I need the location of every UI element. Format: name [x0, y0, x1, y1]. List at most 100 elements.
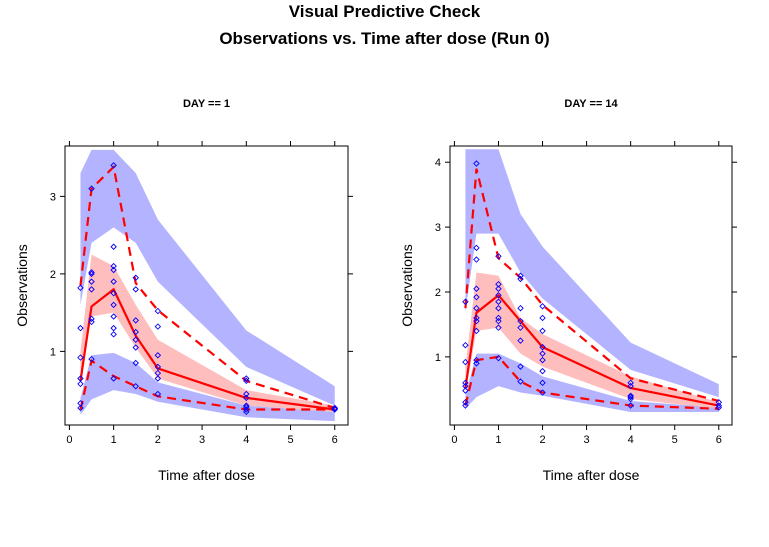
panel-2: 0 1 2 3 4 5 6 1 2 3 4 DAY == 14 Time after dose Obser…	[399, 98, 737, 483]
observation-point	[473, 317, 480, 325]
observation-point	[473, 304, 480, 312]
observation-point	[539, 356, 546, 364]
observation-point	[77, 284, 84, 292]
observation-point	[462, 298, 469, 305]
x-tick-label: 2	[155, 434, 161, 446]
observation-point	[539, 343, 546, 351]
observation-point	[77, 380, 84, 388]
observation-point	[88, 185, 95, 192]
y-tick-label: 4	[435, 157, 441, 169]
panel-1: 0 1 2 3 4 5 6 1 2 3 DAY == 1 Time after dose Observa…	[14, 98, 353, 483]
observation-point	[110, 278, 117, 285]
observation-point	[77, 324, 84, 332]
observation-point	[243, 390, 250, 398]
observation-point	[154, 352, 162, 359]
panel-plot-region	[462, 149, 723, 413]
observation-point	[154, 307, 162, 315]
obs-median-line	[79, 287, 335, 411]
observation-point	[517, 337, 524, 344]
figure-title: Visual Predictive Check	[288, 2, 481, 21]
observation-point	[473, 314, 480, 322]
observation-point	[132, 328, 139, 336]
observation-point	[627, 402, 634, 409]
observation-point	[495, 324, 502, 331]
y-tick-label: 1	[435, 352, 441, 364]
observation-point	[517, 378, 524, 385]
observation-point	[331, 405, 338, 412]
y-tick-label: 3	[435, 222, 441, 234]
panel-strip-label: DAY == 1	[183, 98, 230, 110]
observation-point	[517, 324, 524, 331]
x-tick-label: 0	[451, 434, 457, 446]
pi-lower-band	[80, 352, 335, 422]
obs-p95-line	[464, 168, 720, 403]
observation-point	[154, 363, 162, 371]
observation-point	[517, 304, 524, 312]
x-axis-title: Time after dose	[158, 467, 255, 483]
y-axis-title: Observations	[399, 244, 415, 326]
observation-point	[110, 375, 117, 382]
observation-point	[495, 314, 502, 322]
x-tick-label: 1	[495, 434, 501, 446]
panel-frame	[64, 145, 349, 426]
observation-point	[539, 350, 546, 357]
y-tick-label: 1	[50, 346, 56, 358]
y-tick-label: 3	[50, 191, 56, 203]
observation-point	[110, 266, 117, 274]
x-tick-label: 3	[584, 434, 590, 446]
observation-point	[132, 274, 139, 281]
observation-point	[154, 369, 162, 377]
x-axis-title: Time after dose	[543, 467, 640, 483]
observation-point	[110, 301, 117, 309]
obs-p5-line	[464, 355, 719, 410]
observation-point	[462, 399, 469, 406]
observation-point	[473, 356, 480, 364]
observation-point	[715, 399, 723, 406]
observation-point	[462, 358, 469, 366]
x-tick-label: 6	[332, 434, 338, 446]
observation-point	[539, 379, 546, 387]
observation-point	[88, 269, 95, 276]
observation-point	[88, 315, 95, 323]
x-tick-label: 4	[243, 434, 249, 446]
pi-upper-band	[465, 149, 719, 398]
observation-point	[495, 304, 502, 312]
observation-point	[495, 291, 502, 299]
observation-point	[473, 360, 480, 367]
observation-point	[77, 354, 84, 361]
observation-point	[495, 298, 502, 305]
y-tick-label: 2	[435, 287, 441, 299]
x-tick-label: 5	[672, 434, 678, 446]
observation-point	[517, 363, 524, 370]
x-tick-label: 2	[539, 434, 545, 446]
observation-point	[539, 367, 546, 375]
observation-point	[539, 314, 546, 322]
observation-point	[77, 404, 84, 412]
observation-point	[473, 327, 480, 335]
observation-point	[517, 272, 524, 280]
observation-point	[132, 336, 139, 343]
x-tick-label: 4	[628, 434, 634, 446]
median-band	[465, 272, 719, 409]
observation-point	[473, 160, 480, 167]
observation-point	[462, 382, 469, 390]
observation-point	[132, 359, 139, 367]
observation-point	[132, 317, 139, 324]
y-tick-label: 2	[50, 269, 56, 281]
median-band	[80, 254, 335, 412]
observation-point	[88, 318, 95, 326]
observation-point	[132, 344, 139, 351]
observation-point	[243, 375, 250, 382]
observation-point	[132, 286, 139, 293]
observation-point	[473, 293, 480, 301]
observation-point	[331, 404, 338, 412]
observation-point	[243, 394, 250, 402]
observation-point	[77, 400, 84, 407]
panel-strip-label: DAY == 14	[564, 98, 618, 110]
observation-point	[88, 278, 95, 285]
x-tick-label: 5	[287, 434, 293, 446]
x-tick-label: 0	[66, 434, 72, 446]
observation-point	[110, 162, 117, 169]
panel-plot-region	[77, 149, 338, 422]
